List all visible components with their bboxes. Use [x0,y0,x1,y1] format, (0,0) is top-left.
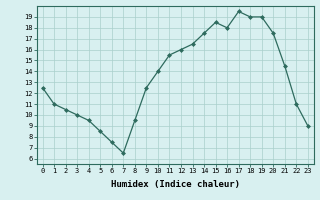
X-axis label: Humidex (Indice chaleur): Humidex (Indice chaleur) [111,180,240,189]
